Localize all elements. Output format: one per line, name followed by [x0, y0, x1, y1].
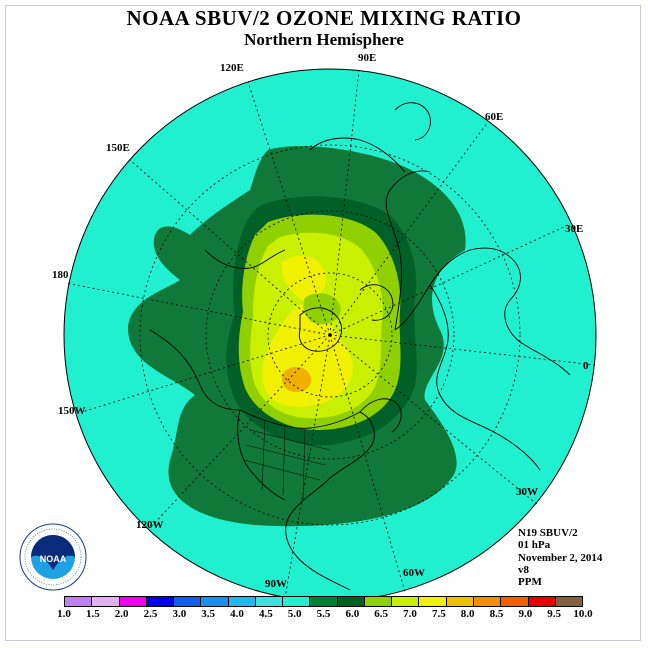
colorbar-segment [419, 597, 447, 606]
lon-label-120w: 120W [136, 519, 164, 531]
colorbar [64, 596, 583, 607]
colorbar-segment [228, 597, 256, 606]
ozone-band-8-0 [281, 366, 312, 392]
colorbar-tick-label: 5.5 [316, 608, 331, 620]
admin-boundaries [243, 419, 331, 501]
colorbar-segment [310, 597, 338, 606]
colorbar-tick-label: 1.5 [85, 608, 100, 620]
colorbar-segment [528, 597, 556, 606]
info-instrument: N19 SBUV/2 [518, 527, 578, 539]
colorbar-segment [255, 597, 284, 606]
noaa-logo: NOAA [19, 523, 87, 591]
colorbar-tick-label: 10.0 [573, 608, 593, 620]
colorbar-tick-label: 4.5 [258, 608, 273, 620]
colorbar-tick-label: 8.5 [489, 608, 504, 620]
colorbar-tick-label: 2.0 [114, 608, 129, 620]
colorbar-tick-label: 5.0 [287, 608, 302, 620]
colorbar-tick-label: 7.5 [431, 608, 446, 620]
ozone-band-6-5-inner [303, 293, 341, 325]
lon-label-60e: 60E [485, 111, 504, 123]
map-title: NOAA SBUV/2 OZONE MIXING RATIO [126, 6, 522, 30]
colorbar-tick-label: 9.0 [518, 608, 533, 620]
colorbar-segment [283, 597, 311, 606]
colorbar-tick-label: 7.0 [403, 608, 417, 620]
lon-label-180: 180 [52, 269, 69, 281]
colorbar-segment [174, 597, 202, 606]
colorbar-tick-label: 3.5 [201, 608, 216, 620]
ozone-band-7-5 [262, 255, 354, 407]
colorbar-segment [555, 597, 583, 606]
colorbar-tick-label: 6.0 [345, 608, 360, 620]
graticule [65, 69, 596, 599]
colorbar-tick-label: 9.5 [547, 608, 562, 620]
colorbar-segment [119, 597, 147, 606]
info-units: PPM [518, 576, 542, 589]
colorbar-segment [364, 597, 393, 606]
noaa-logo-text: NOAA [40, 554, 67, 564]
lon-label-0: 0 [583, 360, 589, 372]
colorbar-tick-label: 1.0 [57, 608, 71, 620]
colorbar-segment [337, 597, 365, 606]
coastlines [149, 102, 571, 591]
lon-label-60w: 60W [403, 567, 425, 579]
colorbar-segment [392, 597, 420, 606]
colorbar-segment [473, 597, 502, 606]
colorbar-tick-label: 8.0 [460, 608, 475, 620]
info-date: November 2, 2014 [518, 551, 603, 564]
lon-label-150w: 150W [58, 405, 86, 417]
lon-label-90e: 90E [358, 52, 377, 64]
colorbar-segment [92, 597, 120, 606]
colorbar-tick-label: 4.0 [230, 608, 244, 620]
info-block: N19 SBUV/2 01 hPa November 2, 2014 v8 PP… [518, 527, 602, 588]
lon-label-90w: 90W [265, 578, 287, 590]
colorbar-segment [65, 597, 93, 606]
colorbar-segment [446, 597, 474, 606]
colorbar-segment [201, 597, 229, 606]
lon-label-30e: 30E [565, 223, 584, 235]
colorbar-tick-label: 3.0 [172, 608, 187, 620]
info-level: 01 hPa [518, 539, 551, 552]
map-subtitle: Northern Hemisphere [244, 30, 404, 49]
colorbar-tick-label: 6.5 [374, 608, 389, 620]
colorbar-tick-label: 2.5 [143, 608, 158, 620]
colorbar-segment [146, 597, 175, 606]
lon-label-30w: 30W [516, 486, 538, 498]
figure-frame [5, 5, 641, 641]
colorbar-segment [501, 597, 529, 606]
lon-label-150e: 150E [106, 142, 130, 154]
lon-label-120e: 120E [220, 62, 244, 74]
info-version: v8 [518, 563, 529, 576]
